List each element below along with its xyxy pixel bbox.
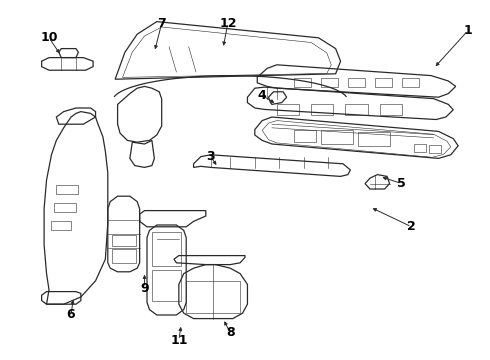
Text: 11: 11 <box>170 334 188 347</box>
Text: 10: 10 <box>40 31 58 44</box>
Text: 8: 8 <box>226 327 235 339</box>
Text: 9: 9 <box>140 282 149 294</box>
Text: 4: 4 <box>258 89 267 102</box>
Text: 6: 6 <box>67 309 75 321</box>
Text: 3: 3 <box>206 150 215 163</box>
Text: 1: 1 <box>464 24 472 37</box>
Text: 2: 2 <box>407 220 416 233</box>
Text: 12: 12 <box>219 17 237 30</box>
Text: 7: 7 <box>157 17 166 30</box>
Text: 5: 5 <box>397 177 406 190</box>
